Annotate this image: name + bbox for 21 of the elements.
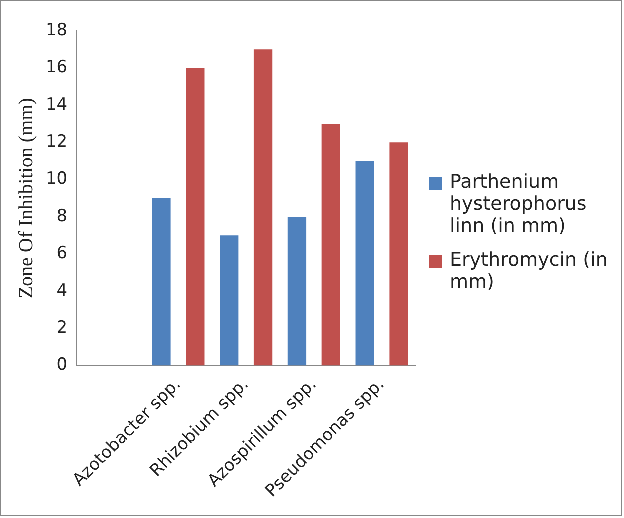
y-tick-label: 2 <box>56 318 68 338</box>
y-tick-label: 10 <box>46 169 68 190</box>
bar <box>288 217 307 366</box>
y-tick-label: 8 <box>56 206 68 226</box>
y-tick-label: 12 <box>46 132 68 152</box>
y-tick-label: 0 <box>56 355 68 376</box>
legend-label: Erythromycin (in mm) <box>450 249 609 293</box>
bar <box>390 142 408 366</box>
y-tick-label: 6 <box>56 244 68 264</box>
y-tick-label: 4 <box>56 280 68 301</box>
y-tick-label: 16 <box>46 58 68 78</box>
y-tick-label: 18 <box>46 20 68 40</box>
bar <box>152 198 171 366</box>
y-tick-label: 14 <box>46 94 68 115</box>
y-axis-title: Zone Of Inhibition (mm) <box>15 98 38 299</box>
bar <box>322 124 340 366</box>
legend-label: Parthenium hysterophorus linn (in mm) <box>450 171 588 237</box>
bar <box>220 236 239 366</box>
bar <box>356 161 374 366</box>
bar <box>186 68 205 366</box>
bar <box>254 50 273 366</box>
